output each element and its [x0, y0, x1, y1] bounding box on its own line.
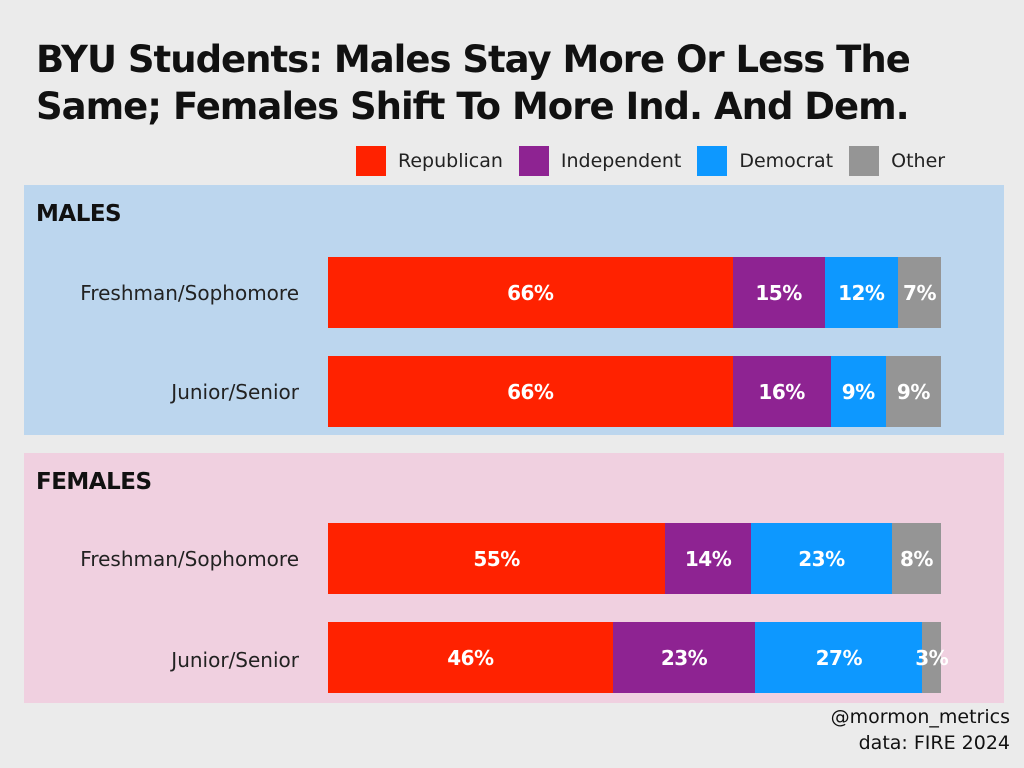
credit-source: data: FIRE 2024	[858, 732, 1010, 754]
bar-females-junior-senior: 46% 23% 27% 3%	[328, 622, 949, 693]
bar-segment-other: 3%	[915, 622, 949, 693]
bar-segment-republican: 46%	[328, 622, 613, 693]
bar-segment-independent: 23%	[612, 622, 756, 693]
row-label-females-junior-senior: Junior/Senior	[171, 648, 299, 672]
bar-segment-other: 7%	[898, 257, 941, 328]
legend-swatch-republican	[356, 146, 386, 176]
panel-males: MALES Freshman/Sophomore 66% 15% 12% 7% Jun…	[24, 185, 1004, 435]
data-label: 7%	[903, 280, 937, 305]
panel-title-females: FEMALES	[36, 469, 152, 495]
row-label-males-junior-senior: Junior/Senior	[171, 380, 299, 404]
chart-title-line-2: Same; Females Shift To More Ind. And Dem…	[36, 85, 910, 128]
data-label: 8%	[899, 546, 933, 571]
row-label-males-freshman-sophomore: Freshman/Sophomore	[80, 281, 299, 305]
legend-label-democrat: Democrat	[739, 150, 834, 172]
data-label: 12%	[838, 280, 885, 305]
bar-segment-democrat: 27%	[755, 622, 923, 693]
data-label: 23%	[660, 645, 708, 670]
legend-swatch-independent	[518, 146, 549, 176]
legend-item-other: Other	[849, 146, 945, 176]
data-label: 66%	[507, 280, 554, 305]
legend-label-other: Other	[891, 150, 946, 172]
bar-segment-independent: 15%	[732, 257, 825, 328]
legend-item-independent: Independent	[518, 146, 682, 176]
legend-swatch-democrat	[697, 146, 728, 176]
chart-title: BYU Students: Males Stay More Or Less Th…	[36, 36, 996, 130]
legend-label-republican: Republican	[398, 150, 503, 172]
bar-segment-independent: 16%	[732, 356, 831, 427]
legend: Republican Independent Democrat Other	[356, 146, 961, 176]
bar-segment-democrat: 12%	[824, 257, 899, 328]
bar-segment-democrat: 23%	[750, 523, 892, 594]
bar-segment-republican: 66%	[328, 257, 733, 328]
data-label: 16%	[758, 379, 805, 404]
data-label: 9%	[841, 379, 875, 404]
bar-segment-republican: 55%	[328, 523, 666, 594]
credit-handle: @mormon_metrics	[830, 706, 1010, 728]
bar-males-junior-senior: 66% 16% 9% 9%	[328, 356, 941, 427]
data-label: 3%	[915, 645, 949, 670]
data-label: 23%	[798, 546, 845, 571]
bar-segment-democrat: 9%	[830, 356, 886, 427]
panel-females: FEMALES Freshman/Sophomore 55% 14% 23% 8% J…	[24, 453, 1004, 703]
legend-swatch-other	[849, 146, 880, 176]
data-label: 55%	[473, 546, 520, 571]
legend-item-republican: Republican	[356, 146, 503, 176]
credits: @mormon_metrics data: FIRE 2024	[831, 704, 1010, 756]
bar-females-freshman-sophomore: 55% 14% 23% 8%	[328, 523, 941, 594]
data-label: 66%	[507, 379, 554, 404]
bar-segment-other: 8%	[891, 523, 941, 594]
data-label: 15%	[755, 280, 802, 305]
legend-label-independent: Independent	[560, 150, 682, 172]
data-label: 27%	[815, 645, 863, 670]
data-label: 46%	[447, 645, 494, 670]
bar-segment-independent: 14%	[665, 523, 751, 594]
data-label: 14%	[684, 546, 732, 571]
data-label: 9%	[896, 379, 930, 404]
panel-title-males: MALES	[36, 201, 122, 227]
bar-males-freshman-sophomore: 66% 15% 12% 7%	[328, 257, 941, 328]
row-label-females-freshman-sophomore: Freshman/Sophomore	[80, 547, 299, 571]
bar-segment-republican: 66%	[328, 356, 733, 427]
chart-title-line-1: BYU Students: Males Stay More Or Less Th…	[36, 38, 911, 81]
bar-segment-other: 9%	[885, 356, 941, 427]
legend-item-democrat: Democrat	[697, 146, 833, 176]
